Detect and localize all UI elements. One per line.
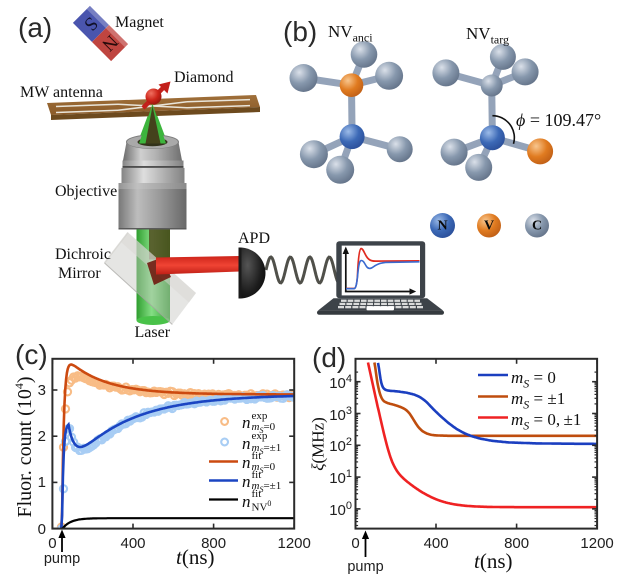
svg-text:N: N [437,219,447,234]
svg-text:C: C [532,219,542,234]
svg-text:V: V [484,219,494,234]
